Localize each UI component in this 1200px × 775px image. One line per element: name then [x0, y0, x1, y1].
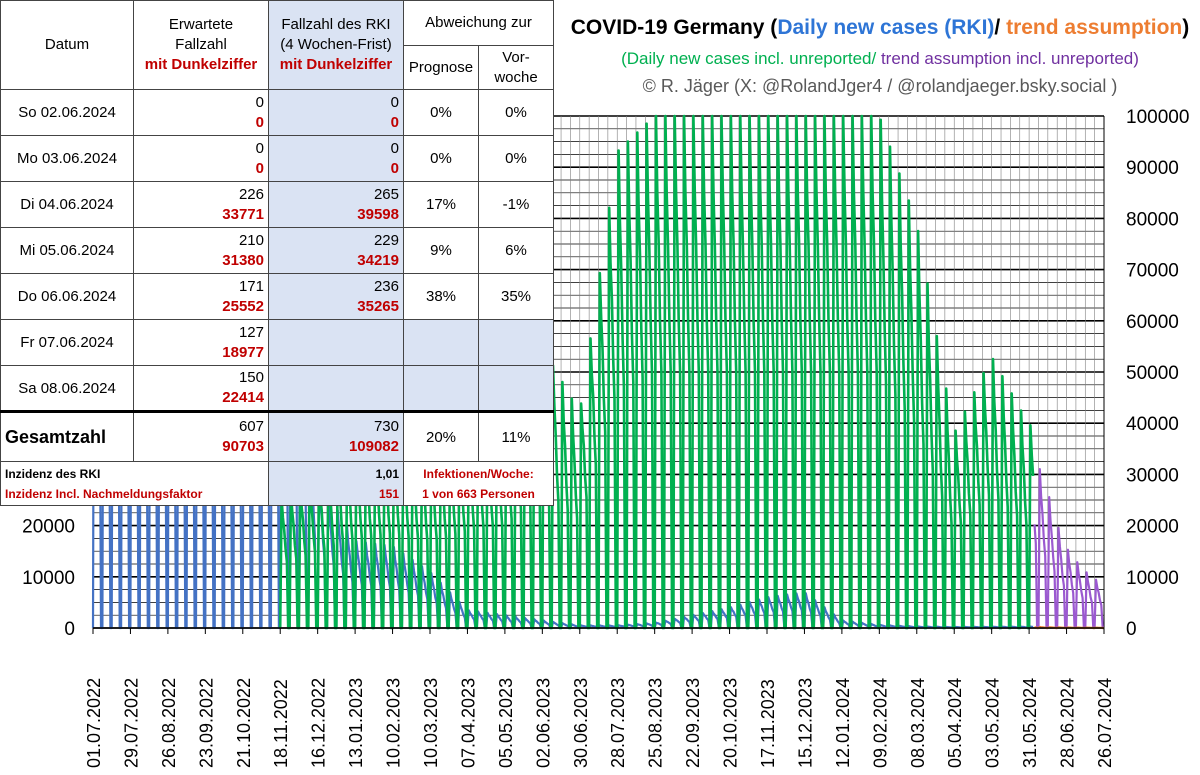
table-row: Sa 08.06.2024 150 22414	[0, 365, 555, 412]
y-tick-label-left: 0	[64, 619, 75, 640]
header-rki: Fallzahl des RKI (4 Wochen-Frist) mit Du…	[268, 0, 404, 90]
header-prognose: Prognose	[403, 45, 479, 90]
y-tick-label: 0	[1126, 619, 1137, 640]
x-axis: 01.07.2022 29.07.2022 26.08.2022 23.09.2022…	[84, 627, 1115, 768]
table-row: Do 06.06.2024 171 25552 236 35265 38% 35%	[0, 273, 555, 320]
x-tick-label: 10.03.2023	[421, 678, 441, 768]
x-tick-label: 13.01.2023	[346, 678, 366, 768]
x-tick-label: 29.07.2022	[121, 678, 141, 768]
x-tick-label: 15.12.2023	[795, 678, 815, 768]
x-tick-label: 30.06.2023	[571, 678, 591, 768]
y-tick-label-left: 10000	[22, 568, 75, 589]
x-tick-label: 22.09.2023	[683, 678, 703, 768]
y-tick-label: 100000	[1126, 107, 1189, 128]
x-tick-label: 17.11.2023	[758, 679, 778, 768]
x-tick-label: 28.06.2024	[1058, 678, 1078, 768]
header-vorwoche: Vor- woche	[477, 45, 555, 90]
chart-credit: © R. Jäger (X: @RolandJger4 / @rolandjae…	[642, 76, 1118, 96]
chart-subtitle: (Daily new cases incl. unreported/ trend…	[621, 49, 1139, 68]
x-tick-label: 21.10.2022	[234, 678, 254, 768]
x-tick-label: 16.12.2022	[309, 678, 329, 768]
y-tick-label: 10000	[1126, 568, 1179, 589]
x-tick-label: 05.04.2024	[945, 678, 965, 768]
x-tick-label: 12.01.2024	[833, 678, 853, 768]
x-tick-label: 10.02.2023	[384, 678, 404, 768]
total-row: Gesamtzahl 607 90703 730 109082 20% 11%	[0, 411, 555, 462]
y-tick-label: 30000	[1126, 465, 1179, 486]
x-tick-label: 26.08.2022	[159, 678, 179, 768]
table-row: Di 04.06.2024 226 33771 265 39598 17% -1%	[0, 181, 555, 228]
table-row: Fr 07.06.2024 127 18977	[0, 319, 555, 366]
y-tick-label: 60000	[1126, 312, 1179, 333]
y-tick-label: 20000	[1126, 517, 1179, 538]
x-tick-label: 03.05.2024	[983, 678, 1003, 768]
x-tick-label: 23.09.2022	[196, 678, 216, 768]
x-tick-label: 26.07.2024	[1095, 678, 1115, 768]
header-abweichung: Abweichung zur	[402, 0, 555, 46]
chart-title: COVID-19 Germany (Daily new cases (RKI)/…	[570, 16, 1190, 39]
y-tick-label: 50000	[1126, 363, 1179, 384]
x-tick-label: 20.10.2023	[721, 678, 741, 768]
y-tick-label: 40000	[1126, 414, 1179, 435]
header-datum: Datum	[0, 0, 134, 90]
table-row: Mi 05.06.2024 210 31380 229 34219 9% 6%	[0, 227, 555, 274]
x-tick-label: 31.05.2024	[1020, 678, 1040, 768]
x-tick-label: 28.07.2023	[608, 678, 628, 768]
x-tick-label: 05.05.2023	[496, 678, 516, 768]
x-tick-label: 01.07.2022	[84, 678, 104, 768]
forecast-table: Datum Erwartete Fallzahl mit Dunkelziffe…	[0, 0, 555, 506]
y-tick-label-left: 20000	[22, 517, 75, 538]
x-tick-label: 08.03.2024	[908, 678, 928, 768]
x-tick-label: 02.06.2023	[533, 678, 553, 768]
x-tick-label: 09.02.2024	[870, 678, 890, 768]
series-line-2	[1033, 468, 1104, 630]
x-tick-label: 07.04.2023	[458, 678, 478, 768]
x-tick-label: 18.11.2022	[271, 679, 291, 768]
inzidenz-row: Inzidenz des RKI Inzidenz Incl. Nachmeld…	[0, 461, 555, 506]
y-axis: 0 10000 20000 30000 40000 50000 60000 70000 8000…	[22, 107, 1189, 640]
y-tick-label: 70000	[1126, 261, 1179, 282]
y-tick-label: 80000	[1126, 209, 1179, 230]
y-tick-label: 90000	[1126, 158, 1179, 179]
header-erwartete: Erwartete Fallzahl mit Dunkelziffer	[133, 0, 269, 90]
x-tick-label: 25.08.2023	[646, 678, 666, 768]
